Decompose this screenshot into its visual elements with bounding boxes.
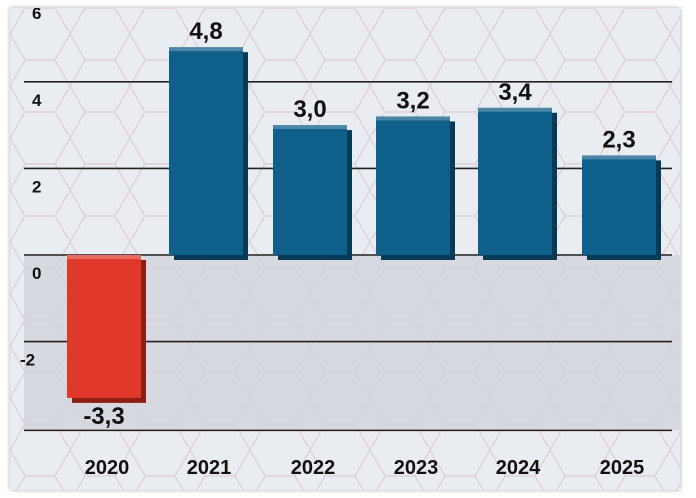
value-label: 2,3: [602, 126, 635, 153]
bar-highlight: [478, 107, 552, 112]
bar: [582, 155, 656, 255]
y-tick-label: 2: [32, 177, 41, 196]
bar: [67, 255, 141, 398]
x-tick-label: 2025: [600, 457, 645, 479]
y-tick-label: 0: [32, 264, 41, 283]
bar-highlight: [582, 155, 656, 160]
y-tick-label: 6: [32, 8, 41, 23]
x-tick-label: 2022: [291, 457, 336, 479]
bar-highlight: [169, 47, 243, 52]
bar: [273, 125, 347, 255]
bar: [376, 116, 450, 255]
bar: [478, 107, 552, 255]
bar-highlight: [273, 125, 347, 130]
value-label: -3,3: [83, 403, 124, 430]
value-label: 4,8: [189, 18, 222, 45]
x-tick-label: 2024: [496, 457, 541, 479]
value-label: 3,2: [396, 87, 429, 114]
y-tick-label: 4: [32, 91, 42, 110]
bar-highlight: [67, 255, 141, 259]
chart-frame: 6 4 2 0 -2 -3,3 2020 4,8 2021 3,0 2022 3,2 2023 3,4 20…: [10, 8, 680, 490]
x-tick-label: 2023: [394, 457, 439, 479]
bar-highlight: [376, 116, 450, 121]
value-label: 3,4: [498, 79, 532, 106]
bar-chart: 6 4 2 0 -2 -3,3 2020 4,8 2021 3,0 2022 3,2 2023 3,4 20…: [10, 8, 680, 490]
bar: [169, 47, 243, 255]
value-label: 3,0: [293, 96, 326, 123]
x-tick-label: 2021: [187, 457, 232, 479]
x-tick-label: 2020: [85, 457, 130, 479]
y-tick-label: -2: [20, 351, 35, 370]
